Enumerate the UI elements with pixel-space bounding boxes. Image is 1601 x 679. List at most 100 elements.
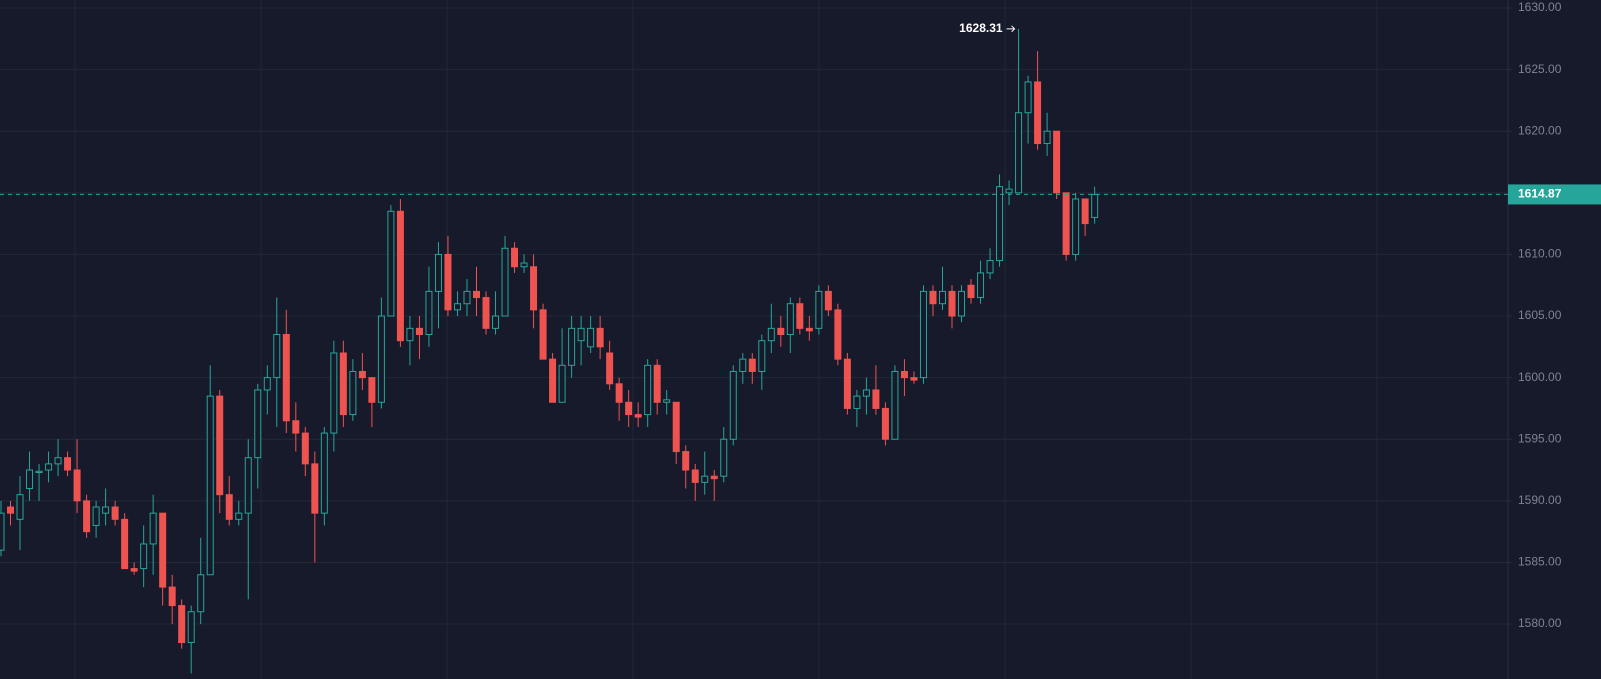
vertical-grid [74, 0, 1378, 679]
candle-body [1015, 112, 1023, 194]
candle-body [530, 266, 538, 311]
candle-body [492, 315, 500, 329]
candle-body [891, 370, 899, 440]
candle-body [663, 399, 671, 403]
candle-body [311, 463, 319, 514]
candle-body [996, 186, 1004, 262]
candle-body [1081, 198, 1089, 225]
y-tick-label: 1625.00 [1518, 62, 1562, 76]
candle-body [625, 401, 633, 416]
candle-body [92, 506, 100, 526]
candle-body [796, 303, 804, 329]
candle-body [691, 469, 699, 483]
candle-body [301, 432, 309, 465]
y-tick-label: 1610.00 [1518, 247, 1562, 261]
candle-body [900, 370, 908, 379]
candle-body [986, 260, 994, 274]
candle-body [710, 475, 718, 480]
candle-body [1072, 198, 1080, 255]
candle-body [577, 327, 585, 342]
candle-body [35, 470, 43, 474]
candle-body [463, 290, 471, 305]
candle-body [1053, 130, 1061, 194]
y-tick-label: 1605.00 [1518, 308, 1562, 322]
candle-body [235, 512, 243, 520]
candle-body [834, 309, 842, 360]
y-tick-label: 1630.00 [1518, 0, 1562, 14]
candle-body [415, 327, 423, 336]
candle-body [434, 253, 442, 292]
candle-body [263, 377, 271, 391]
candle-body [140, 543, 148, 570]
candle-body [320, 432, 328, 514]
candle-body [938, 290, 946, 305]
candle-body [739, 358, 747, 372]
candle-body [45, 463, 53, 471]
candle-body [501, 247, 509, 317]
candle-body [682, 451, 690, 471]
candle-body [197, 574, 205, 613]
high-arrow [1006, 25, 1016, 33]
candle-body [967, 284, 975, 299]
candle-body [178, 605, 186, 644]
candle-body [16, 494, 24, 520]
candle-body [786, 303, 794, 336]
candle-body [1043, 130, 1051, 145]
candle-body [225, 494, 233, 520]
candle-body [73, 469, 81, 502]
candle-body [377, 315, 385, 403]
candle-body [406, 327, 414, 342]
candle-body [910, 377, 918, 381]
candle-body [568, 327, 576, 366]
candle-body [26, 469, 34, 490]
candle-body [349, 370, 357, 416]
candle-body [7, 506, 15, 514]
candle-body [948, 290, 956, 317]
y-tick-label: 1590.00 [1518, 493, 1562, 507]
y-tick-label: 1620.00 [1518, 123, 1562, 137]
candle-body [206, 395, 214, 576]
candle-body [767, 327, 775, 342]
candle-body [634, 414, 642, 418]
candle-body [977, 272, 985, 299]
candle-body [244, 457, 252, 514]
candle-body [824, 290, 832, 311]
candle-body [653, 364, 661, 403]
candle-body [958, 290, 966, 317]
candle-body [615, 383, 623, 403]
candle-body [254, 389, 262, 459]
candle-body [130, 568, 138, 572]
candle-body [330, 352, 338, 434]
candle-body [473, 290, 480, 299]
candle-body [872, 389, 880, 409]
candle-body [482, 297, 490, 329]
candle-body [273, 334, 281, 379]
candle-body [843, 358, 851, 409]
candle-body [1062, 192, 1070, 255]
candle-body [159, 512, 167, 588]
candle-body [396, 210, 404, 342]
candle-body [358, 370, 366, 379]
candle-body [149, 512, 157, 545]
candle-body [929, 290, 937, 305]
candle-body [862, 389, 870, 397]
candle-body [121, 518, 129, 570]
y-tick-label: 1600.00 [1518, 370, 1562, 384]
candle-body [168, 586, 176, 607]
candle-body [64, 457, 72, 471]
candle-body [606, 352, 614, 385]
candle-body [339, 352, 347, 416]
candle-body [919, 290, 927, 379]
candle-body [444, 253, 452, 311]
y-tick-label: 1595.00 [1518, 431, 1562, 445]
candle-body [805, 327, 813, 332]
candle-body [0, 512, 5, 551]
high-label: 1628.31 [959, 21, 1003, 35]
candle-body [1034, 81, 1042, 145]
candle-body [748, 358, 756, 372]
y-tick-label: 1585.00 [1518, 555, 1562, 569]
candle-body [881, 407, 889, 440]
candle-body [216, 395, 224, 496]
candle-body [644, 364, 652, 416]
